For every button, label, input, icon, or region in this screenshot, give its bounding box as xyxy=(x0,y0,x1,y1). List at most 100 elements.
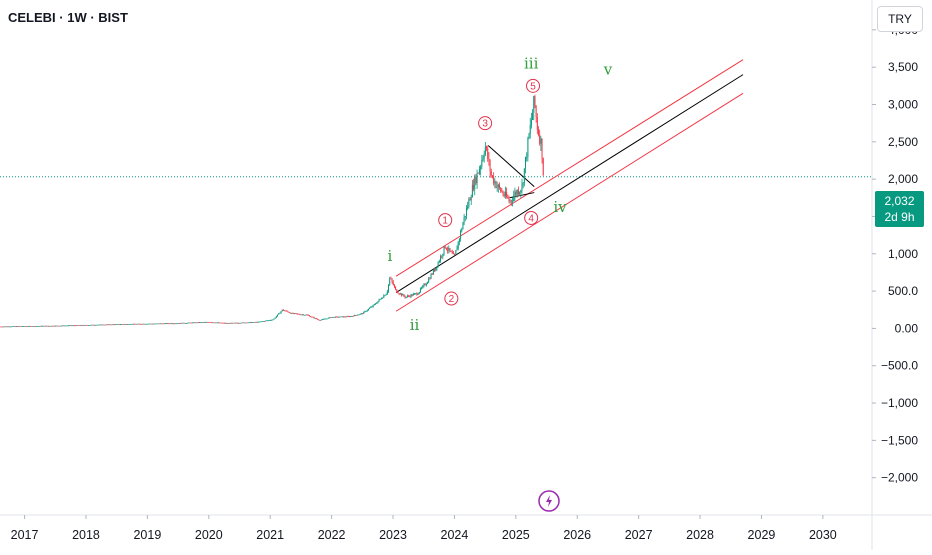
x-tick-label: 2022 xyxy=(318,528,346,542)
candle-body xyxy=(249,322,251,323)
candle-body xyxy=(182,322,184,324)
candle-body xyxy=(526,156,528,158)
candle-body xyxy=(424,284,426,286)
candle-body xyxy=(265,320,267,322)
candle-body xyxy=(314,318,316,320)
x-tick-label: 2028 xyxy=(686,528,714,542)
candle-body xyxy=(208,322,210,323)
candle-body xyxy=(47,325,49,327)
x-tick-label: 2018 xyxy=(72,528,100,542)
candle-body xyxy=(156,323,158,325)
candle-body xyxy=(386,291,388,295)
candle-body xyxy=(206,322,208,323)
candle-body xyxy=(38,326,40,327)
candle-body xyxy=(277,314,279,317)
candle-body xyxy=(62,325,64,327)
candle-body xyxy=(469,199,471,201)
candle-body xyxy=(252,322,254,324)
candle-body xyxy=(260,321,262,323)
candle-body xyxy=(238,322,240,324)
candle-body xyxy=(230,322,232,324)
candle-body xyxy=(502,191,504,195)
candle-body xyxy=(486,146,488,149)
candle-body xyxy=(145,323,147,325)
candle-body xyxy=(305,314,307,316)
candle-body xyxy=(6,326,8,328)
candle-body xyxy=(332,316,334,318)
candle-body xyxy=(298,313,300,315)
candle-body xyxy=(82,325,84,326)
candle-body xyxy=(346,316,348,318)
candle-body xyxy=(353,315,355,317)
candle-body xyxy=(130,323,132,325)
candle-body xyxy=(217,322,219,324)
wave-label-green: i xyxy=(388,247,393,265)
candle-body xyxy=(349,316,351,318)
candle-body xyxy=(212,322,214,324)
candle-body xyxy=(209,322,211,324)
currency-button[interactable]: TRY xyxy=(877,6,923,32)
candle-body xyxy=(352,316,354,317)
candle-body xyxy=(204,322,206,323)
candle-body xyxy=(99,324,101,326)
candle-body xyxy=(308,315,310,317)
candle-body xyxy=(154,323,156,325)
wave-label-circle xyxy=(438,213,453,228)
candle-body xyxy=(408,295,410,297)
candle-body xyxy=(29,326,31,327)
candle-body xyxy=(324,318,326,320)
candle-body xyxy=(340,316,342,318)
candle-body xyxy=(138,323,140,325)
candle-body xyxy=(382,297,384,299)
candle-body xyxy=(341,316,343,318)
candle-body xyxy=(108,324,110,326)
channel-upper-line xyxy=(395,59,744,277)
candle-body xyxy=(151,323,153,325)
candle-body xyxy=(33,326,35,327)
candle-body xyxy=(389,278,391,285)
candle-body xyxy=(380,298,382,300)
candle-body xyxy=(397,292,399,294)
candle-body xyxy=(187,322,189,324)
candle-body xyxy=(153,323,155,325)
wave-label-red: 1 xyxy=(442,216,448,227)
candle-body xyxy=(213,322,215,324)
candle-body xyxy=(111,324,113,326)
candle-body xyxy=(59,325,61,327)
y-tick-label: 0.00 xyxy=(895,321,919,335)
candle-body xyxy=(406,295,408,297)
candle-body xyxy=(416,293,418,295)
candle-body xyxy=(69,325,71,327)
candle-body xyxy=(63,325,65,327)
candle-body xyxy=(351,316,353,317)
candle-body xyxy=(70,325,72,327)
candle-body xyxy=(293,313,295,315)
candle-body xyxy=(251,322,253,323)
candle-body xyxy=(93,324,95,326)
candle-body xyxy=(267,320,269,322)
candle-body xyxy=(227,323,229,324)
candle-body xyxy=(376,303,378,304)
candle-body xyxy=(487,148,489,159)
candle-body xyxy=(366,310,368,312)
candle-body xyxy=(503,194,505,196)
candle-body xyxy=(21,326,23,328)
candle-body xyxy=(481,160,483,167)
candle-body xyxy=(384,295,386,297)
candle-body xyxy=(423,284,425,286)
candle-body xyxy=(523,168,525,183)
candle-body xyxy=(188,322,190,324)
candle-body xyxy=(354,315,356,316)
candle-body xyxy=(378,299,380,302)
candle-body xyxy=(158,323,160,325)
current-price-label: 2,032 xyxy=(884,194,915,208)
candle-body xyxy=(334,316,336,318)
candle-body xyxy=(167,323,169,325)
bar-countdown-label: 2d 9h xyxy=(884,210,915,224)
candle-body xyxy=(330,317,332,319)
wave-label-red: 5 xyxy=(530,81,536,92)
x-tick-label: 2024 xyxy=(441,528,469,542)
candle-body xyxy=(507,196,509,199)
